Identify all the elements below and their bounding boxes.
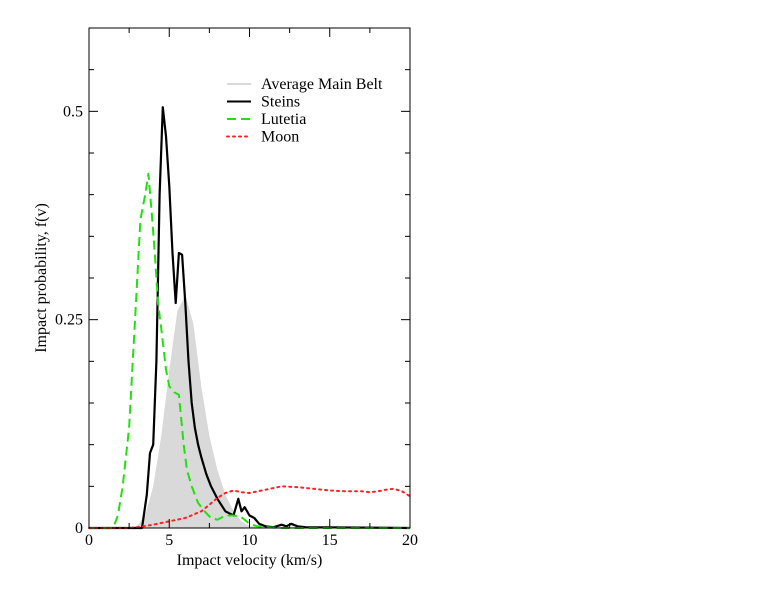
x-tick-label: 10 (242, 532, 258, 549)
legend-label-steins: Steins (261, 94, 300, 111)
series-area-average-main-belt (89, 294, 410, 528)
ticks-layer: 0 5 10 15 20 0 0.25 0.5 (55, 28, 418, 549)
series-line-moon (88, 485, 411, 529)
y-tick-label: 0.25 (55, 312, 83, 329)
x-axis-title: Impact velocity (km/s) (177, 552, 323, 569)
x-tick-label: 20 (402, 532, 418, 549)
x-tick-label: 15 (322, 532, 338, 549)
y-tick-label: 0 (75, 520, 83, 537)
y-tick-label: 0.5 (63, 103, 83, 120)
legend-label-lutetia: Lutetia (261, 111, 306, 128)
x-tick-label: 5 (165, 532, 173, 549)
x-tick-label: 0 (85, 532, 93, 549)
legend-label-moon: Moon (261, 129, 299, 146)
series-layer (88, 106, 411, 530)
legend-label-average-main-belt: Average Main Belt (261, 76, 383, 93)
y-axis-title: Impact probability, f(v) (33, 203, 50, 353)
series-line-lutetia (89, 172, 410, 529)
